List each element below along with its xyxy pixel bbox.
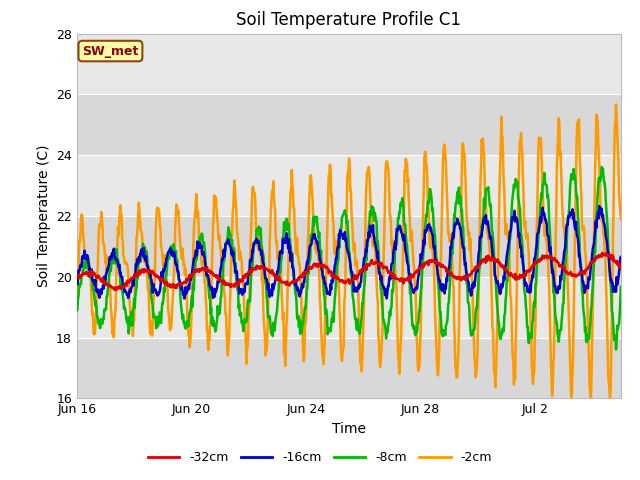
Bar: [77, 216, 621, 277]
Bar: [77, 95, 621, 155]
Bar: [77, 277, 621, 337]
X-axis label: Time: Time: [332, 422, 366, 436]
Bar: [77, 337, 621, 398]
Y-axis label: Soil Temperature (C): Soil Temperature (C): [36, 145, 51, 287]
Text: SW_met: SW_met: [82, 45, 139, 58]
Legend: -32cm, -16cm, -8cm, -2cm: -32cm, -16cm, -8cm, -2cm: [143, 446, 497, 469]
Bar: [77, 155, 621, 216]
Bar: [77, 34, 621, 95]
Title: Soil Temperature Profile C1: Soil Temperature Profile C1: [236, 11, 461, 29]
